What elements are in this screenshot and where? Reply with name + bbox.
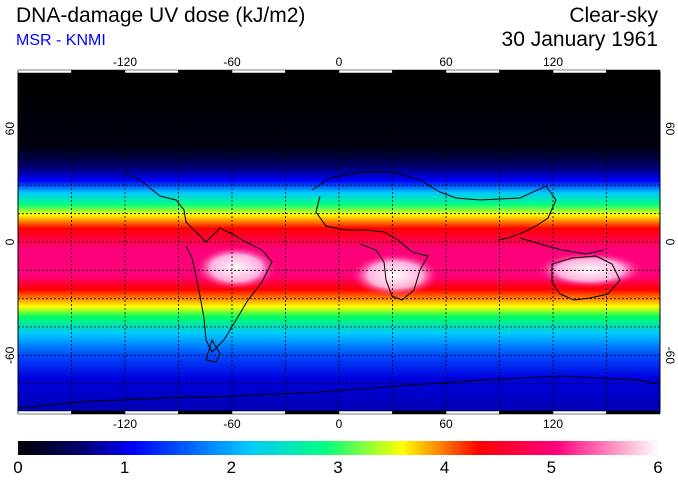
bottom-frame-segment bbox=[552, 410, 607, 415]
bottom-frame-segment bbox=[124, 410, 179, 415]
top-frame-segment bbox=[499, 69, 554, 74]
lon-tick-bottom: 0 bbox=[336, 417, 343, 431]
colorbar-label: 3 bbox=[333, 458, 343, 477]
bottom-frame-segment bbox=[178, 410, 233, 415]
top-frame-segment bbox=[445, 69, 500, 74]
bottom-frame-segment bbox=[392, 410, 447, 415]
top-frame-segment bbox=[17, 69, 72, 74]
bottom-frame-segment bbox=[285, 410, 340, 415]
top-frame-segment bbox=[71, 69, 126, 74]
colorbar-label: 2 bbox=[226, 458, 237, 477]
colorbar-label: 5 bbox=[546, 458, 557, 477]
axis-ticks: -120 -120 -60 -60 0 0 60 60 120 120 60 60 0 0 -60 -60 bbox=[3, 55, 677, 431]
bottom-frame-segment bbox=[231, 410, 286, 415]
top-frame-segment bbox=[392, 69, 447, 74]
sky-condition: Clear-sky bbox=[569, 4, 658, 27]
coastlines bbox=[18, 171, 660, 409]
date-label: 30 January 1961 bbox=[501, 28, 658, 51]
title: DNA-damage UV dose (kJ/m2) bbox=[16, 4, 306, 27]
bottom-frame-segment bbox=[17, 410, 72, 415]
top-frame-segment bbox=[124, 69, 179, 74]
top-frame-segment bbox=[338, 69, 393, 74]
subtitle: MSR - KNMI bbox=[16, 32, 106, 49]
lat-tick-right: 0 bbox=[663, 239, 677, 246]
lat-tick-left: -60 bbox=[3, 346, 17, 364]
bottom-frame-segment bbox=[445, 410, 500, 415]
top-frame-segment bbox=[552, 69, 607, 74]
lon-tick-top: -60 bbox=[223, 55, 241, 69]
colorbar-label: 0 bbox=[13, 458, 23, 477]
lat-tick-left: 60 bbox=[3, 122, 17, 136]
bottom-frame-segment bbox=[338, 410, 393, 415]
bottom-frame-segment bbox=[606, 410, 661, 415]
lat-tick-left: 0 bbox=[3, 238, 17, 245]
hot-spot-south-america bbox=[194, 246, 278, 290]
lon-tick-top: 0 bbox=[336, 55, 343, 69]
top-frame-segment bbox=[231, 69, 286, 74]
lon-tick-top: -120 bbox=[113, 55, 137, 69]
lat-tick-right: -60 bbox=[663, 347, 677, 365]
lon-tick-bottom: 120 bbox=[543, 417, 563, 431]
top-frame-segment bbox=[178, 69, 233, 74]
top-frame-segment bbox=[285, 69, 340, 74]
lon-tick-bottom: -120 bbox=[113, 417, 137, 431]
bottom-frame-segment bbox=[71, 410, 126, 415]
lat-tick-right: 60 bbox=[663, 122, 677, 136]
bottom-frame-segment bbox=[499, 410, 554, 415]
lon-tick-bottom: 60 bbox=[439, 417, 453, 431]
colorbar-label: 1 bbox=[119, 458, 130, 477]
lon-tick-bottom: -60 bbox=[223, 417, 241, 431]
top-frame-segment bbox=[606, 69, 661, 74]
hot-spot-africa bbox=[350, 253, 440, 297]
colorbar bbox=[18, 441, 658, 455]
lon-tick-top: 60 bbox=[439, 55, 453, 69]
colorbar-label: 4 bbox=[439, 458, 450, 477]
colorbar-label: 6 bbox=[653, 458, 663, 477]
graticule bbox=[18, 72, 660, 412]
lon-tick-top: 120 bbox=[543, 55, 563, 69]
